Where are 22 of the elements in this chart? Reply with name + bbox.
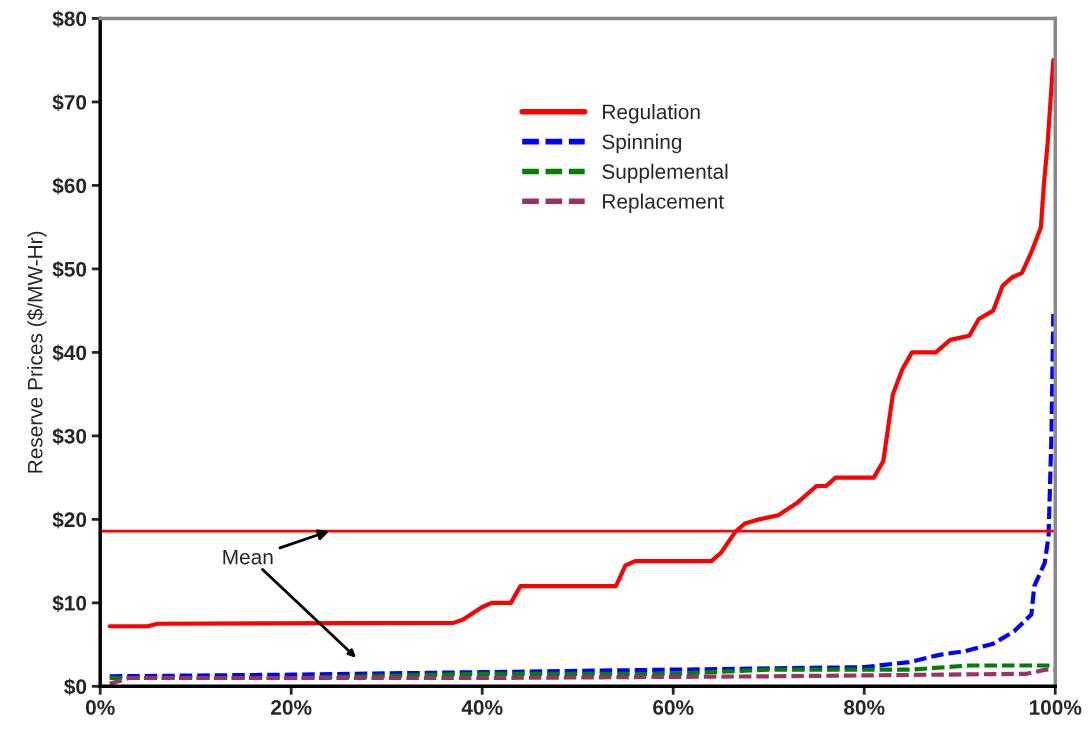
legend-label: Regulation [603,103,700,124]
y-tick-label: $60 [52,177,87,195]
y-tick-label: $20 [52,511,87,529]
x-tick-label: 20% [271,700,312,715]
y-tick-label: $70 [52,94,87,112]
legend-label: Spinning [602,133,682,154]
legend-label: Supplemental [602,163,728,184]
x-tick-label: 0% [85,700,115,715]
line-series [107,667,1056,686]
x-tick-label: 60% [653,700,694,715]
x-tick-label: 100% [1029,700,1082,715]
y-tick-label: $30 [52,427,87,445]
x-tick-label: 40% [461,700,503,715]
y-tick-label: $80 [52,10,87,28]
y-tick-label: $40 [52,344,87,362]
y-tick-label: $0 [64,678,87,696]
legend-label: Replacement [603,193,724,213]
y-tick-label: $50 [52,261,87,278]
x-tick-label: 80% [844,700,885,715]
y-tick-label: $10 [52,594,87,612]
annotation: Mean [223,549,273,565]
y-axis-title: Reserve Prices ($/MW-Hr) [26,231,47,473]
